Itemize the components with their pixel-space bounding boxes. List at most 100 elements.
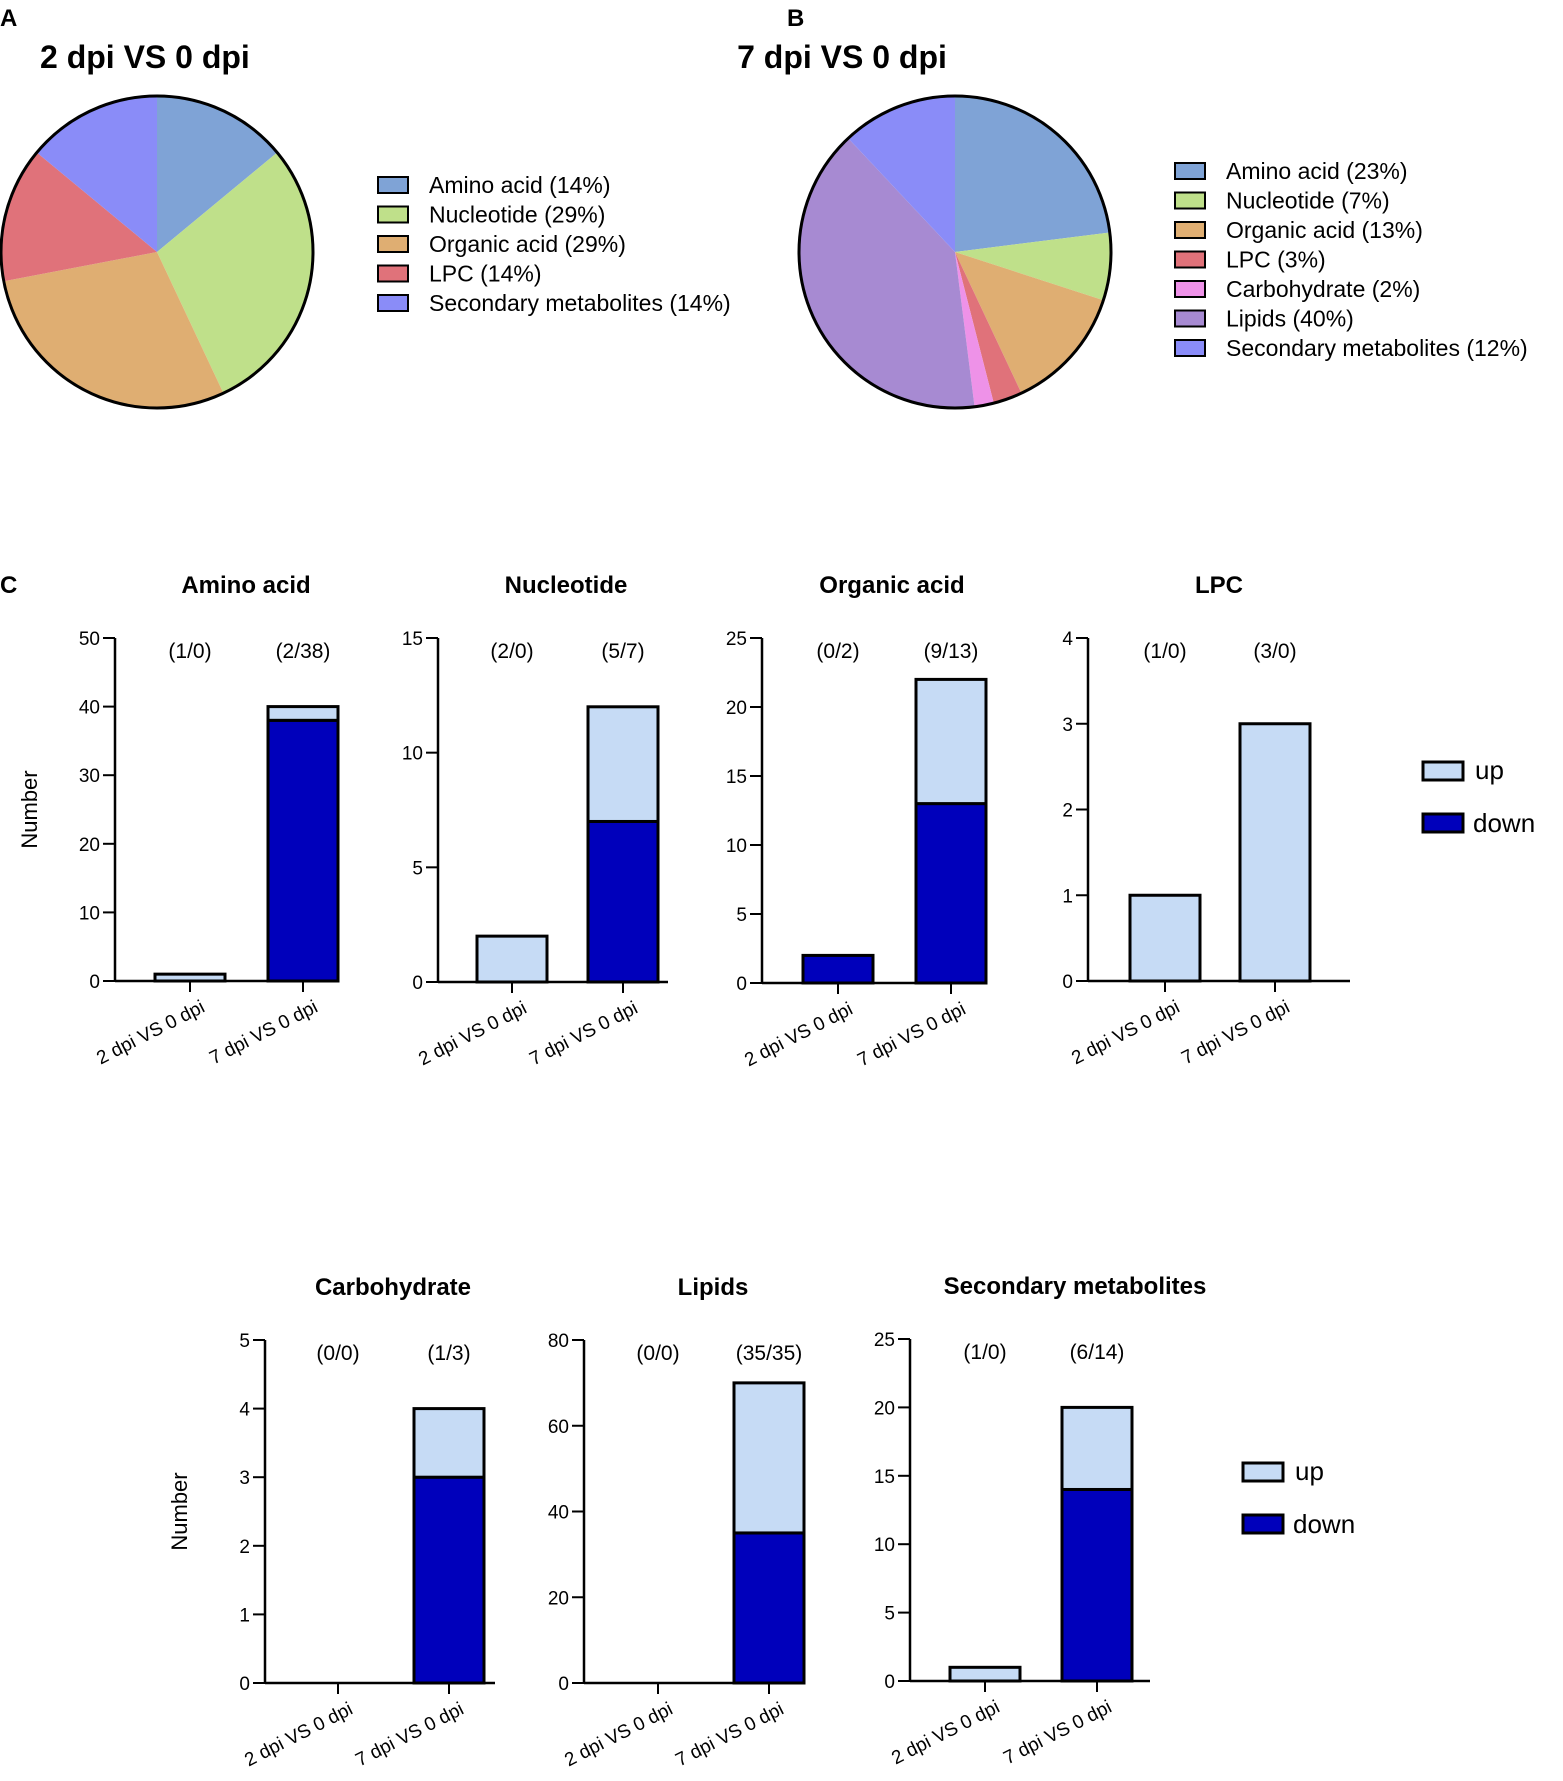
pie_a-legend-label-3: LPC (14%) [429, 261, 541, 287]
bar_lpc-ytick-label-2: 2 [1062, 801, 1073, 822]
bar_carbohydrate-annotation-0: (0/0) [316, 1342, 359, 1365]
bar_amino_acid-bar-up-1 [266, 705, 340, 722]
legend-top-down-label: down [1473, 808, 1535, 838]
pie_b-legend-label-2: Organic acid (13%) [1226, 217, 1423, 243]
pie_a-legend-swatch-3 [377, 264, 409, 283]
bar_secondary_metabolites-ytick-label-4: 20 [874, 1398, 895, 1419]
bar_nucleotide-title: Nucleotide [505, 572, 628, 599]
bar_nucleotide-bar-down-1 [586, 819, 660, 984]
pie_b-legend-label-1: Nucleotide (7%) [1226, 188, 1390, 214]
bar_carbohydrate-bar-down-1 [412, 1475, 486, 1685]
bar_lpc-ytick-label-3: 3 [1062, 715, 1073, 736]
pie_a-legend-swatch-4 [377, 294, 409, 312]
bar_lipids-annotation-1: (35/35) [736, 1342, 803, 1365]
pie_b-legend-swatch-2 [1174, 221, 1206, 239]
bar_carbohydrate-ytick-label-1: 1 [239, 1605, 250, 1626]
bar_carbohydrate-ytick-label-4: 4 [239, 1400, 250, 1421]
bar_secondary_metabolites-bar-up-0 [948, 1665, 1022, 1683]
bar_amino_acid-ytick-label-3: 30 [79, 766, 100, 787]
bar_lipids-bar-up-1 [732, 1381, 806, 1535]
bar_organic_acid-xlabel-1: 7 dpi VS 0 dpi [854, 999, 969, 1071]
legend-top-down-swatch [1421, 812, 1465, 834]
pie_a-slice-0 [157, 96, 278, 252]
bar_lipids-annotation-0: (0/0) [636, 1342, 679, 1365]
pie_a-outline [0, 94, 315, 410]
bar_carbohydrate-ytick-label-2: 2 [239, 1537, 250, 1558]
panel-label-c: C [0, 572, 17, 599]
pie_a-legend-swatch-0 [377, 176, 409, 194]
pie_b-legend-label-3: LPC (3%) [1226, 247, 1326, 273]
pie_b-legend-swatch-0 [1174, 162, 1206, 180]
pie_a-legend-label-4: Secondary metabolites (14%) [429, 290, 731, 316]
bar_lpc-ytick-label-0: 0 [1062, 972, 1073, 993]
bar_lipids-ytick-label-4: 80 [548, 1331, 569, 1352]
bar_organic_acid-ytick-label-1: 5 [736, 905, 747, 926]
pie_a-group: 2 dpi VS 0 dpi Amino acid (14%) Nucleotide… [0, 39, 731, 410]
bar_lpc-bar-up-0 [1128, 893, 1202, 983]
bar_amino_acid-annotation-0: (1/0) [168, 640, 211, 663]
bar_secondary_metabolites-bar-down-1 [1060, 1487, 1134, 1683]
pie_a-legend-label-0: Amino acid (14%) [429, 172, 611, 198]
bar_lpc-ytick-label-1: 1 [1062, 886, 1073, 907]
bar_organic_acid-group: Organic acid (0/2) 2 dpi VS 0 dpi (9/13) 7 d… [726, 572, 988, 1071]
bar_secondary_metabolites-ytick-label-5: 25 [874, 1330, 895, 1351]
legend-top: up down [1421, 755, 1535, 838]
bar_lipids-ytick-label-3: 60 [548, 1417, 569, 1438]
bar_secondary_metabolites-ytick-label-0: 0 [884, 1672, 895, 1693]
pie_b-slice-4 [955, 252, 994, 407]
pie_b-legend-swatch-1 [1174, 191, 1206, 210]
legend-top-up-label: up [1475, 755, 1504, 785]
pie_b-legend-label-5: Lipids (40%) [1226, 306, 1354, 332]
bar_secondary_metabolites-annotation-0: (1/0) [963, 1341, 1006, 1364]
bar_organic_acid-xlabel-0: 2 dpi VS 0 dpi [741, 999, 856, 1071]
bar_nucleotide-bar-up-1 [586, 705, 660, 823]
bar_amino_acid-ytick-label-5: 50 [79, 629, 100, 650]
bar_organic_acid-ytick-label-0: 0 [736, 974, 747, 995]
panel-label-a: A [0, 5, 17, 32]
legend-bottom: up down [1241, 1456, 1355, 1539]
bar_organic_acid-bar-down-0 [801, 953, 875, 985]
bar_organic_acid-ytick-label-2: 10 [726, 836, 747, 857]
bar_lpc-annotation-1: (3/0) [1253, 640, 1296, 663]
bar_lpc-xlabel-0: 2 dpi VS 0 dpi [1068, 997, 1183, 1069]
bar_amino_acid-group: Amino acid (1/0) 2 dpi VS 0 dpi (2/38) 7 dpi… [17, 572, 340, 1069]
bar_lipids-ytick-label-2: 40 [548, 1503, 569, 1524]
pie_a-legend-label-2: Organic acid (29%) [429, 231, 626, 257]
bar_carbohydrate-group: Carbohydrate (0/0) 2 dpi VS 0 dpi (1/3) 7 dp… [167, 1274, 495, 1771]
pie_b-legend-swatch-4 [1174, 280, 1206, 298]
bar_carbohydrate-ytick-label-0: 0 [239, 1674, 250, 1695]
pie_b-slice-3 [955, 252, 1022, 404]
pie_b-legend-label-4: Carbohydrate (2%) [1226, 276, 1420, 302]
pie_b-legend-swatch-5 [1174, 309, 1206, 328]
bar_carbohydrate-xlabel-1: 7 dpi VS 0 dpi [352, 1699, 467, 1771]
pie_a-slice-3 [1, 152, 158, 282]
bar_carbohydrate-bar-up-1 [412, 1407, 486, 1479]
bar_amino_acid-ytick-label-2: 20 [79, 835, 100, 856]
bar_carbohydrate-xlabel-0: 2 dpi VS 0 dpi [241, 1699, 356, 1771]
bar_nucleotide-bar-up-0 [475, 934, 549, 984]
legend-bottom-up-label: up [1295, 1456, 1324, 1486]
bar_lipids-title: Lipids [678, 1274, 749, 1301]
bar_secondary_metabolites-xlabel-1: 7 dpi VS 0 dpi [1000, 1697, 1115, 1769]
bar_organic_acid-title: Organic acid [819, 572, 964, 599]
bar_organic_acid-bar-down-1 [914, 802, 988, 985]
pie_a-title: 2 dpi VS 0 dpi [40, 39, 250, 75]
bar_nucleotide-ytick-label-2: 10 [402, 744, 423, 765]
bar_secondary_metabolites-bar-up-1 [1060, 1405, 1134, 1491]
legend-bottom-up-swatch [1241, 1461, 1285, 1483]
pie_b-legend-label-6: Secondary metabolites (12%) [1226, 335, 1528, 361]
pie_a-legend-swatch-2 [377, 235, 409, 253]
pie_b-group: 7 dpi VS 0 dpi Amino acid (23%) Nucleotide… [737, 39, 1528, 410]
bar_amino_acid-ytick-label-4: 40 [79, 698, 100, 719]
bar_organic_acid-annotation-1: (9/13) [924, 640, 979, 663]
pie_a-slice-2 [3, 252, 224, 408]
bar_lpc-annotation-0: (1/0) [1143, 640, 1186, 663]
bar_lpc-group: LPC (1/0) 2 dpi VS 0 dpi (3/0) 7 dpi VS 0 dp… [1062, 572, 1350, 1069]
bar_organic_acid-ytick-label-4: 20 [726, 698, 747, 719]
bar_carbohydrate-title: Carbohydrate [315, 1274, 471, 1301]
bar_carbohydrate-ylabel: Number [167, 1472, 192, 1550]
bar_nucleotide-annotation-1: (5/7) [601, 640, 644, 663]
bar_nucleotide-xlabel-0: 2 dpi VS 0 dpi [415, 998, 530, 1070]
bar_lipids-xlabel-1: 7 dpi VS 0 dpi [672, 1699, 787, 1771]
